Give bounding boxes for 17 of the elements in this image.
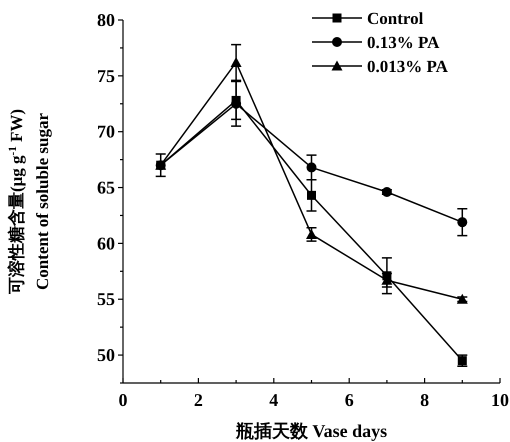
y-tick-label: 80	[97, 10, 115, 30]
y-tick-label: 50	[97, 345, 115, 366]
x-tick-label: 8	[420, 390, 430, 410]
y-tick-label: 70	[97, 122, 115, 142]
y-tick-label: 65	[97, 178, 115, 198]
legend-label: 0.013% PA	[367, 57, 449, 76]
x-tick-label: 4	[269, 390, 278, 410]
x-axis-title: 瓶插天数 Vase days	[234, 421, 388, 441]
y-tick-label: 55	[97, 289, 115, 310]
x-tick-label: 2	[194, 390, 203, 410]
legend-label: 0.13% PA	[367, 33, 440, 52]
legend-label: Control	[367, 9, 424, 28]
x-tick-label: 6	[344, 390, 354, 410]
x-tick-label: 10	[491, 390, 509, 410]
y-tick-label: 60	[97, 233, 115, 254]
y-tick-label: 75	[97, 66, 115, 86]
x-tick-label: 0	[118, 390, 128, 410]
